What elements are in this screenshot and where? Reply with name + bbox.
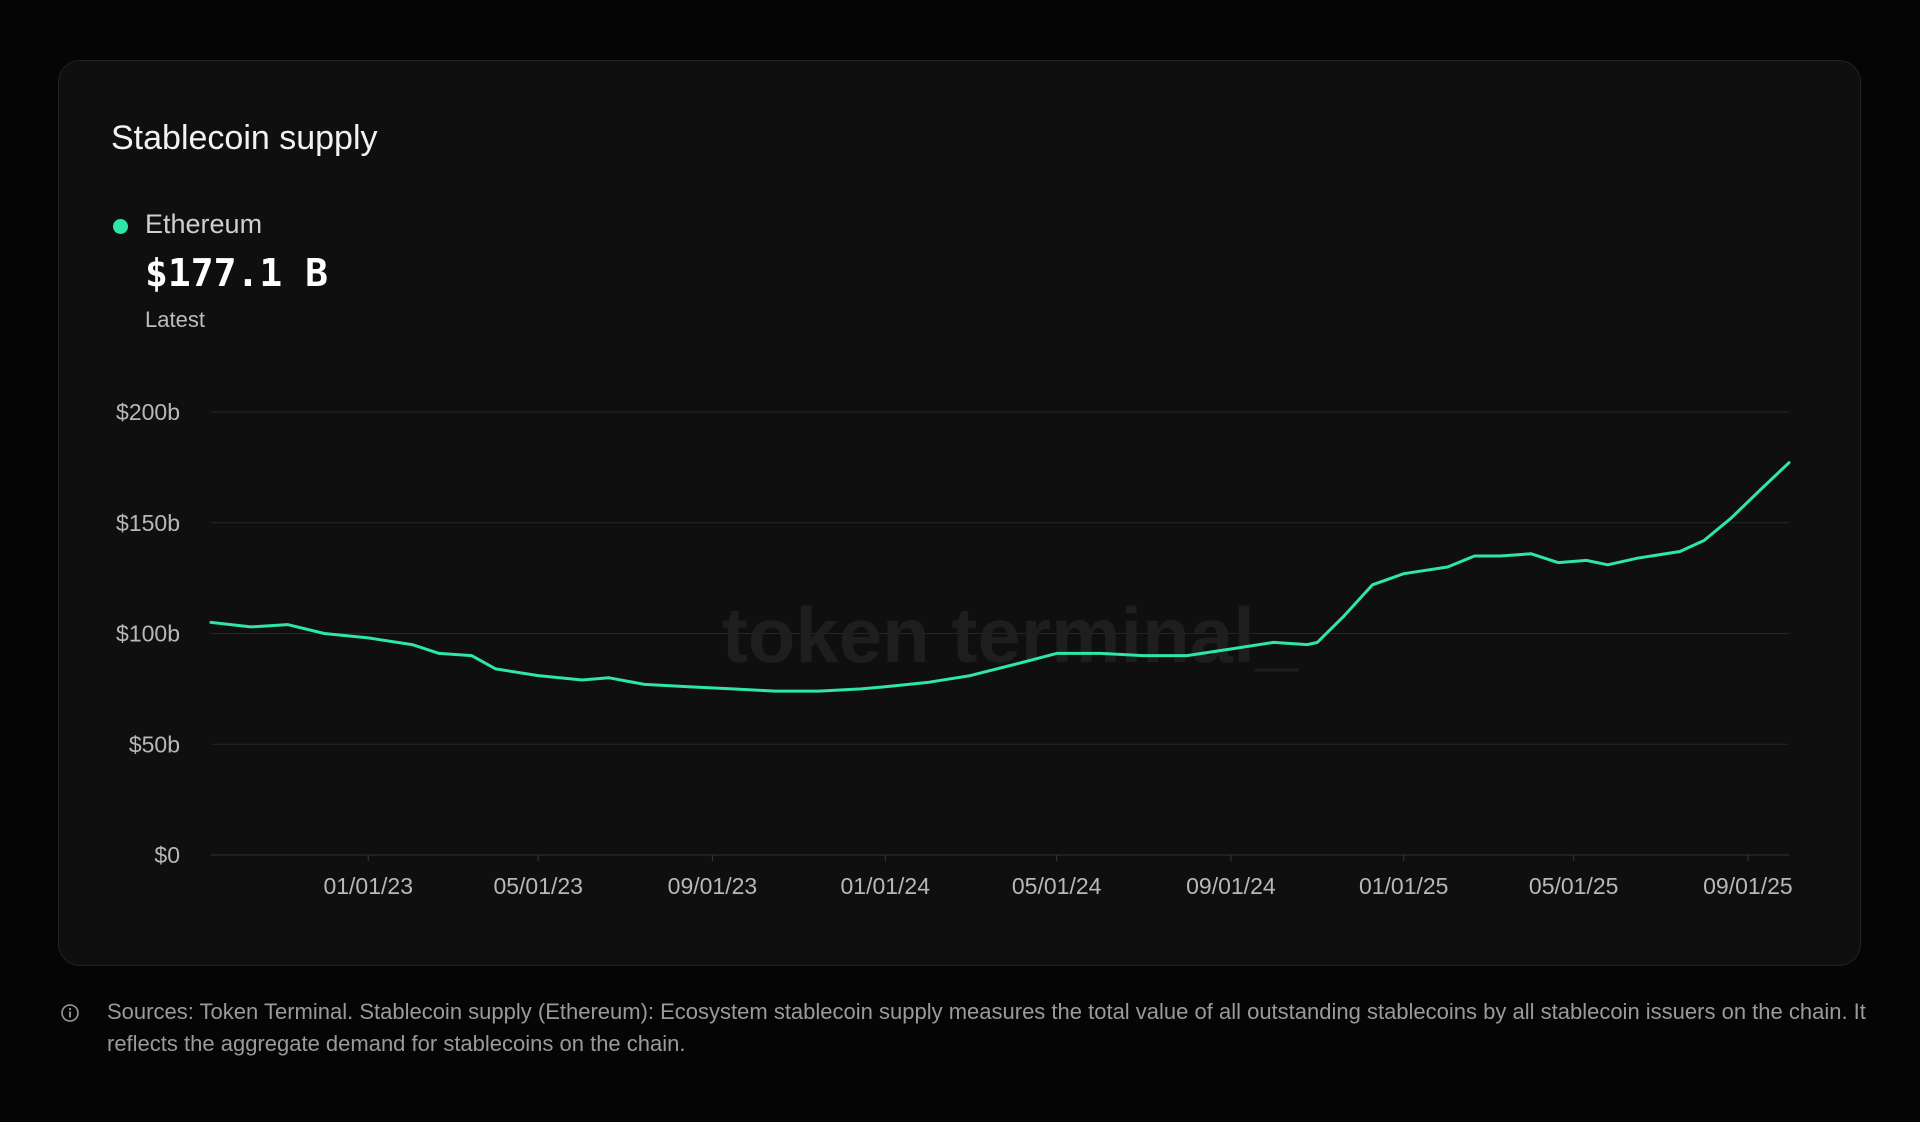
x-axis-ticks: 01/01/23 05/01/23 09/01/23 01/01/24 05/01/24… [323, 855, 1793, 899]
latest-value: $177.1 B [145, 251, 329, 295]
x-tick-label: 05/01/24 [1012, 873, 1102, 899]
y-tick-label: $100b [116, 621, 180, 647]
y-tick-label: $200b [116, 399, 180, 425]
x-tick-label: 01/01/23 [323, 873, 413, 899]
x-tick-label: 09/01/25 [1703, 873, 1793, 899]
x-tick-label: 09/01/23 [668, 873, 758, 899]
x-tick-label: 05/01/25 [1529, 873, 1619, 899]
series-line-ethereum [209, 461, 1791, 693]
latest-label: Latest [145, 307, 205, 332]
info-circle-icon [60, 1003, 80, 1023]
y-tick-label: $150b [116, 510, 180, 536]
chart-title: Stablecoin supply [111, 119, 378, 157]
y-axis-ticks: $0 $50b $100b $150b $200b [116, 399, 180, 868]
y-tick-label: $0 [154, 842, 180, 868]
y-tick-label: $50b [129, 731, 180, 757]
x-tick-label: 01/01/24 [840, 873, 930, 899]
grid-lines [211, 411, 1789, 856]
x-tick-label: 09/01/24 [1186, 873, 1276, 899]
legend-dot-ethereum [113, 219, 128, 234]
legend-label-ethereum: Ethereum [145, 209, 263, 239]
chart-card: Stablecoin supply Ethereum $177.1 B Late… [58, 60, 1861, 966]
x-tick-label: 05/01/23 [493, 873, 583, 899]
x-tick-label: 01/01/25 [1359, 873, 1449, 899]
footer-source-note: Sources: Token Terminal. Stablecoin supp… [107, 999, 1866, 1056]
